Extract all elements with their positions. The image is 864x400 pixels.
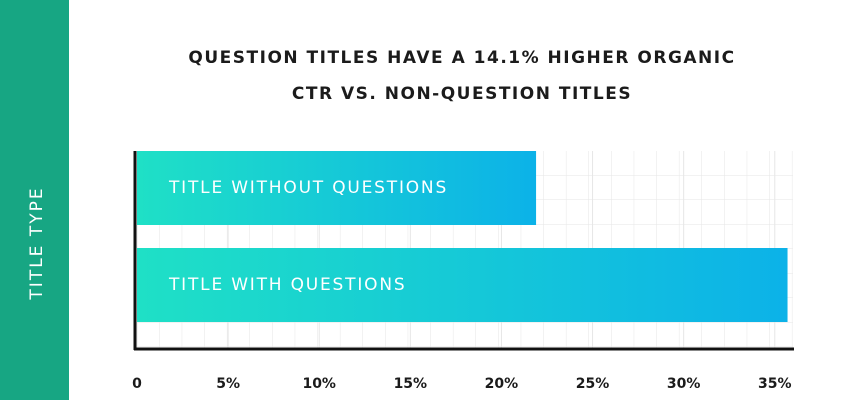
x-tick-label: 10% [302,376,336,392]
x-tick-label: 0 [132,376,142,392]
chart-title: CTR VS. NON-QUESTION TITLES [292,84,632,104]
chart-title: QUESTION TITLES HAVE A 14.1% HIGHER ORGA… [188,48,735,68]
x-tick-label: 30% [667,376,701,392]
side-panel [0,0,69,400]
bar-label: TITLE WITH QUESTIONS [168,275,406,295]
bar-label: TITLE WITHOUT QUESTIONS [168,178,448,198]
x-tick-label: 5% [216,376,240,392]
x-tick-label: 25% [576,376,610,392]
x-tick-label: 15% [394,376,428,392]
y-axis-label: TITLE TYPE [27,186,47,300]
x-tick-label: 20% [485,376,519,392]
bar [137,248,788,322]
bar [137,151,537,225]
x-tick-label: 35% [758,376,792,392]
